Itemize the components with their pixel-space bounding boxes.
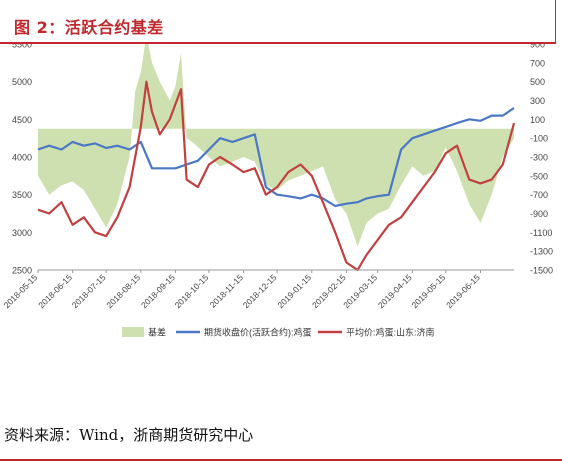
legend-label: 期货收盘价(活跃合约):鸡蛋 <box>204 327 312 338</box>
title-underline <box>0 42 556 44</box>
y-right-tick-label: 700 <box>530 58 545 68</box>
basis-chart: 2500 3000 3500 4000 4500 5000 5500 -1500 -1300 -1… <box>2 44 553 338</box>
legend-label: 基差 <box>148 327 166 338</box>
basis-area-layer <box>38 44 514 247</box>
y-right-tick-label: 900 <box>530 44 545 50</box>
y-left-tick-label: 3500 <box>12 190 32 200</box>
x-tick-label: 2019-06-15 <box>444 272 482 310</box>
x-tick-label: 2019-04-15 <box>376 272 414 310</box>
y-right-tick-label: -1300 <box>530 247 553 257</box>
page-title: 图 2：活跃合约基差 <box>14 18 164 37</box>
basis-area <box>38 44 514 247</box>
y-right-tick-label: -1500 <box>530 266 553 276</box>
x-tick-label: 2019-05-15 <box>409 272 447 310</box>
x-tick-label: 2018-07-15 <box>70 272 108 310</box>
y-right-tick-label: -100 <box>530 134 548 144</box>
x-tick-label: 2018-12-15 <box>241 272 279 310</box>
y-left-tick-label: 4000 <box>12 153 32 163</box>
price-lines-layer <box>37 80 516 272</box>
x-tick-label: 2018-06-15 <box>36 272 74 310</box>
y-right-tick-label: -700 <box>530 190 548 200</box>
y-right-tick-label: -900 <box>530 209 548 219</box>
x-tick-label: 2018-11-15 <box>208 272 246 310</box>
legend-swatch-basis <box>122 327 144 337</box>
x-tick-label: 2018-10-15 <box>173 272 211 310</box>
y-left-tick-label: 5000 <box>12 77 32 87</box>
y-right-tick-label: -1100 <box>530 228 552 238</box>
legend: 基差 期货收盘价(活跃合约):鸡蛋 平均价:鸡蛋:山东:济南 <box>122 327 435 338</box>
y-right-tick-label: 300 <box>530 96 545 106</box>
x-tick-label: 2018-05-15 <box>2 272 40 310</box>
futures-price-line <box>37 107 515 208</box>
y-right-tick-label: -300 <box>530 153 548 163</box>
y-right-tick-label: -500 <box>530 171 548 181</box>
y-left-tick-label: 5500 <box>12 44 32 50</box>
x-tick-label: 2018-08-15 <box>104 272 142 310</box>
source-note: 资料来源：Wind，浙商期货研究中心 <box>4 426 254 444</box>
title-frame-edge <box>555 0 556 44</box>
x-tick-label: 2019-03-15 <box>341 272 379 310</box>
spot-price-line <box>37 80 516 272</box>
y-left-tick-label: 2500 <box>12 266 32 276</box>
y-left-tick-label: 3000 <box>12 228 32 238</box>
y-left-tick-label: 4500 <box>12 115 32 125</box>
y-right-tick-label: 500 <box>530 77 545 87</box>
footer-rule <box>0 459 562 461</box>
y-right-tick-label: 100 <box>530 115 545 125</box>
x-tick-label: 2019-01-15 <box>275 272 313 310</box>
legend-label: 平均价:鸡蛋:山东:济南 <box>346 327 435 338</box>
x-tick-label: 2018-09-15 <box>139 272 177 310</box>
